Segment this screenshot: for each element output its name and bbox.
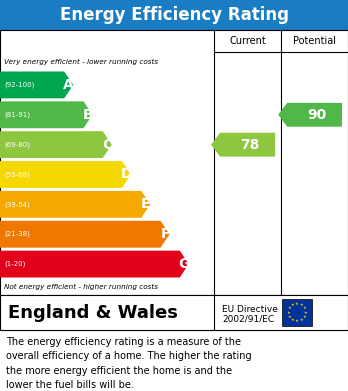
- Text: G: G: [179, 257, 190, 271]
- Polygon shape: [278, 103, 342, 127]
- Bar: [0, 0, 348, 30]
- Text: ★: ★: [304, 310, 308, 314]
- Text: EU Directive: EU Directive: [222, 305, 278, 314]
- Text: B: B: [83, 108, 93, 122]
- Text: The energy efficiency rating is a measure of the
overall efficiency of a home. T: The energy efficiency rating is a measur…: [6, 337, 252, 390]
- Text: C: C: [102, 138, 112, 152]
- Text: D: D: [121, 167, 132, 181]
- Text: F: F: [160, 227, 170, 241]
- Text: ★: ★: [288, 315, 291, 319]
- Polygon shape: [0, 221, 169, 248]
- Text: ★: ★: [291, 303, 294, 307]
- Text: ★: ★: [295, 319, 299, 323]
- Text: England & Wales: England & Wales: [8, 303, 178, 321]
- Text: 90: 90: [307, 108, 326, 122]
- Text: Potential: Potential: [293, 36, 336, 46]
- Polygon shape: [211, 133, 275, 156]
- Polygon shape: [0, 72, 73, 99]
- Text: ★: ★: [288, 306, 291, 310]
- Bar: [0, 30, 348, 295]
- Text: ★: ★: [300, 303, 303, 307]
- Text: A: A: [63, 78, 74, 92]
- Text: ★: ★: [295, 302, 299, 306]
- Text: ★: ★: [303, 315, 306, 319]
- Text: E: E: [141, 197, 150, 212]
- Polygon shape: [0, 191, 150, 218]
- Polygon shape: [0, 161, 131, 188]
- Text: ★: ★: [286, 310, 290, 314]
- Text: (81-91): (81-91): [4, 111, 30, 118]
- Text: 2002/91/EC: 2002/91/EC: [222, 315, 274, 324]
- Text: Energy Efficiency Rating: Energy Efficiency Rating: [60, 6, 288, 24]
- Polygon shape: [0, 131, 112, 158]
- Text: Very energy efficient - lower running costs: Very energy efficient - lower running co…: [4, 59, 158, 65]
- Text: (69-80): (69-80): [4, 142, 30, 148]
- Text: (21-38): (21-38): [4, 231, 30, 237]
- Polygon shape: [0, 251, 189, 278]
- Text: ★: ★: [291, 318, 294, 322]
- Text: 78: 78: [240, 138, 259, 152]
- Text: ★: ★: [300, 318, 303, 322]
- Text: Not energy efficient - higher running costs: Not energy efficient - higher running co…: [4, 284, 158, 290]
- Text: Current: Current: [229, 36, 266, 46]
- Polygon shape: [0, 101, 93, 128]
- Text: (92-100): (92-100): [4, 82, 34, 88]
- Bar: [282, 299, 312, 326]
- Text: (39-54): (39-54): [4, 201, 30, 208]
- Text: (1-20): (1-20): [4, 261, 25, 267]
- Text: ★: ★: [303, 306, 306, 310]
- Bar: [0, 295, 348, 330]
- Text: (55-68): (55-68): [4, 171, 30, 178]
